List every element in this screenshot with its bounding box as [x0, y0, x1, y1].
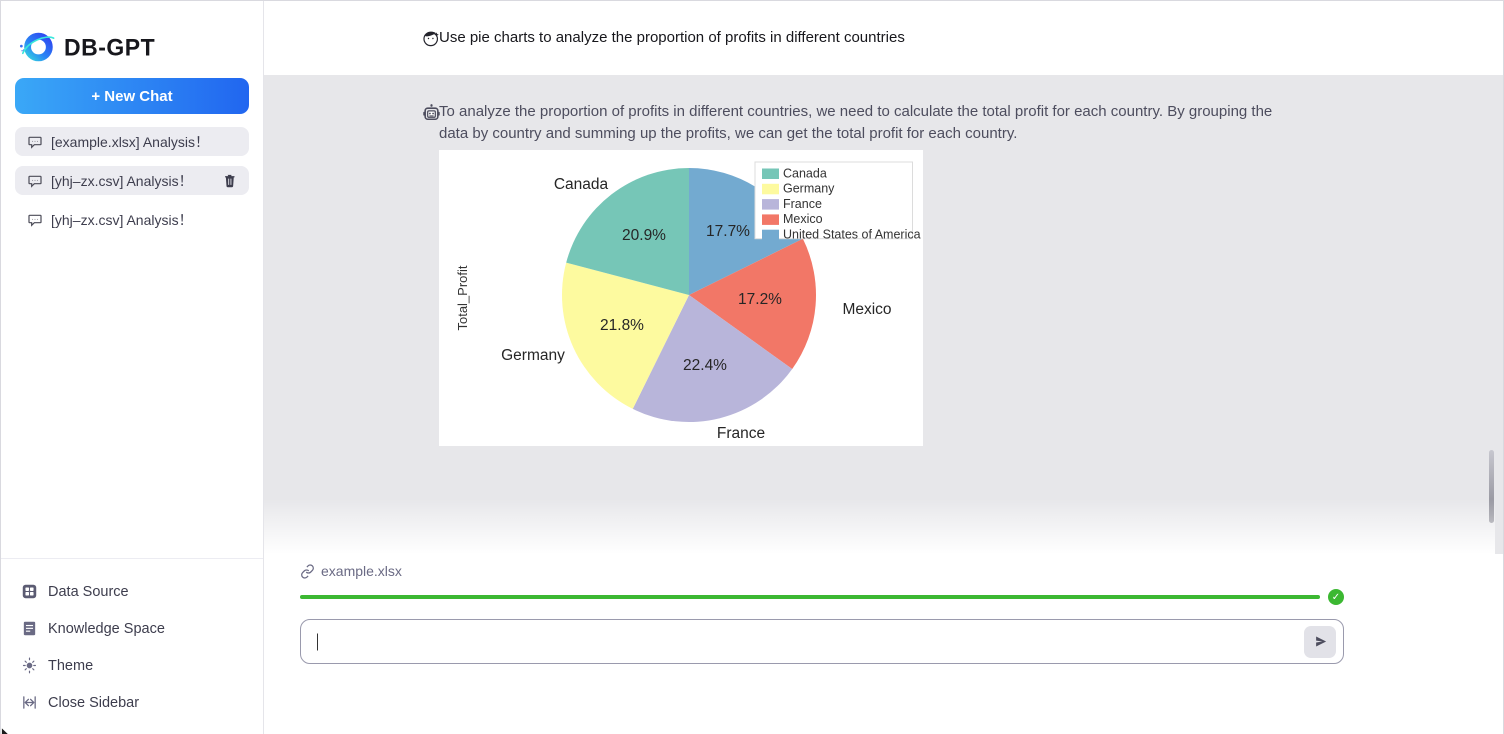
svg-text:France: France — [717, 425, 765, 442]
svg-text:Canada: Canada — [554, 176, 609, 193]
svg-text:Germany: Germany — [783, 182, 835, 196]
svg-text:United States of America: United States of America — [783, 228, 921, 242]
svg-text:17.2%: 17.2% — [738, 291, 782, 308]
svg-text:Mexico: Mexico — [842, 301, 891, 318]
svg-text:Canada: Canada — [783, 167, 827, 181]
svg-text:Germany: Germany — [501, 347, 565, 364]
svg-text:22.4%: 22.4% — [683, 357, 727, 374]
svg-text:17.7%: 17.7% — [706, 223, 750, 240]
svg-text:Mexico: Mexico — [783, 212, 823, 226]
svg-text:21.8%: 21.8% — [600, 317, 644, 334]
svg-text:France: France — [783, 197, 822, 211]
svg-text:20.9%: 20.9% — [622, 227, 666, 244]
